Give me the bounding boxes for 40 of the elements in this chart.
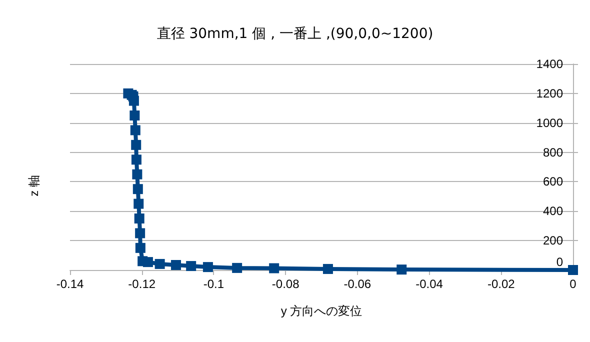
point (232, 262, 242, 273)
y-axis-title: z 軸 (27, 174, 41, 196)
point (154, 258, 165, 269)
x-tick-label: -0.04 (416, 277, 444, 291)
x-tick-label: -0.08 (272, 277, 300, 291)
x-axis-title: y 方向への変位 (280, 304, 362, 318)
y-tick-label: 800 (542, 145, 564, 160)
y-tick-label: 400 (542, 204, 564, 218)
y-tick-label: 1400 (536, 57, 564, 71)
x-tick-label: -0.12 (128, 277, 156, 291)
point (130, 110, 140, 120)
point (132, 184, 143, 194)
y-tick-label: 1000 (536, 116, 564, 130)
x-tick-label: -0.06 (344, 277, 372, 291)
point (568, 265, 578, 275)
point (130, 125, 140, 136)
point (202, 262, 213, 272)
point (142, 257, 153, 268)
point (322, 264, 333, 274)
point (269, 263, 280, 274)
point (135, 242, 146, 253)
point (135, 228, 146, 238)
point (396, 264, 407, 275)
x-tick-label: 0 (570, 277, 577, 291)
y-tick-label: 600 (542, 174, 564, 189)
y-tick-label: 1200 (536, 86, 564, 100)
point (131, 154, 142, 165)
x-tick-label: -0.1 (203, 277, 224, 291)
y-tick-label: 0 (556, 255, 564, 269)
point (131, 140, 142, 150)
point (186, 261, 196, 272)
point (170, 260, 181, 270)
x-tick-label: -0.14 (56, 277, 84, 291)
point (134, 198, 144, 209)
point (128, 96, 139, 106)
y-tick-label: 200 (542, 234, 564, 248)
chart-title: 直径 30mm,1 個 , 一番上 ,(90,0,0~1200) (156, 26, 434, 42)
point (132, 169, 142, 180)
x-tick-label: -0.02 (487, 277, 516, 291)
point (134, 214, 144, 224)
